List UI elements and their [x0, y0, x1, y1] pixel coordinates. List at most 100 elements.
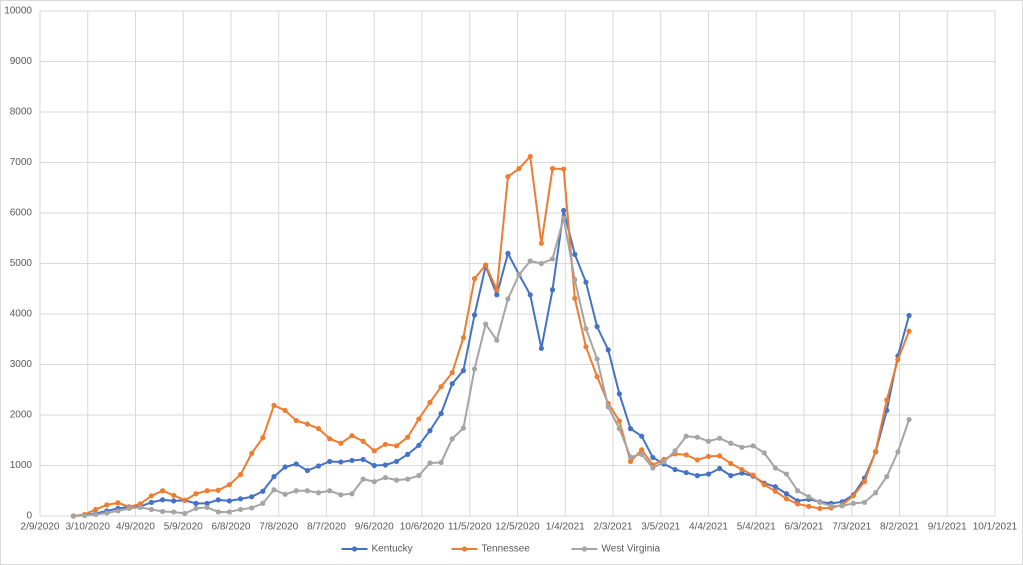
data-point — [171, 498, 177, 504]
x-tick-label: 3/10/2020 — [66, 522, 111, 533]
data-point — [639, 451, 645, 457]
x-tick-label: 5/4/2021 — [737, 522, 776, 533]
data-point — [650, 465, 656, 471]
data-point — [783, 496, 790, 502]
legend-marker — [581, 546, 588, 552]
data-point — [549, 287, 556, 293]
data-point — [505, 296, 511, 302]
x-tick-label: 5/9/2020 — [164, 522, 203, 533]
data-point — [104, 510, 110, 516]
data-point — [315, 490, 322, 496]
data-point — [650, 454, 656, 461]
data-point — [393, 458, 400, 465]
data-point — [271, 487, 277, 493]
data-point — [282, 407, 288, 414]
data-point — [572, 277, 578, 283]
data-point — [293, 488, 299, 494]
data-point — [148, 493, 155, 499]
data-point — [683, 452, 689, 458]
data-point — [204, 488, 210, 494]
data-point — [148, 506, 155, 513]
data-point — [594, 324, 600, 330]
data-point — [327, 436, 333, 442]
data-point — [471, 366, 478, 372]
data-point — [538, 260, 544, 267]
legend-label: Tennessee — [482, 544, 531, 555]
data-point — [639, 433, 645, 439]
data-point — [505, 174, 511, 180]
y-tick-label: 4000 — [10, 309, 33, 320]
data-point — [616, 418, 622, 424]
data-point — [171, 509, 177, 515]
data-point — [349, 491, 355, 497]
data-point — [338, 492, 344, 498]
y-tick-label: 0 — [26, 511, 32, 522]
data-point — [282, 491, 288, 497]
data-point — [873, 448, 879, 454]
data-point — [817, 499, 823, 505]
data-point — [861, 499, 868, 505]
data-point — [850, 500, 856, 506]
data-point — [884, 474, 890, 480]
data-point — [683, 469, 689, 476]
legend-label: West Virginia — [602, 544, 661, 555]
data-point — [115, 500, 121, 506]
data-point — [260, 488, 266, 494]
data-point — [382, 441, 388, 447]
data-point — [193, 491, 199, 497]
data-point — [772, 484, 778, 490]
data-point — [705, 453, 712, 460]
x-tick-label: 9/1/2021 — [928, 522, 967, 533]
legend-item: West Virginia — [571, 544, 661, 555]
y-tick-label: 7000 — [10, 157, 33, 168]
x-tick-label: 10/6/2020 — [400, 522, 445, 533]
data-point — [271, 474, 277, 480]
data-point — [728, 473, 734, 479]
data-point — [516, 165, 522, 172]
y-tick-label: 10000 — [4, 6, 32, 17]
data-point — [304, 488, 310, 494]
data-point — [561, 215, 567, 221]
data-point — [861, 479, 868, 485]
data-point — [627, 426, 634, 432]
x-tick-label: 4/4/2021 — [689, 522, 728, 533]
data-point — [382, 462, 388, 468]
data-point — [104, 502, 110, 508]
data-point — [761, 450, 767, 456]
data-point — [338, 440, 344, 446]
data-point — [572, 295, 578, 301]
data-point — [594, 356, 600, 362]
data-point — [460, 425, 466, 431]
data-point — [237, 496, 244, 502]
data-point — [416, 473, 422, 479]
data-point — [260, 435, 266, 441]
data-point — [215, 497, 221, 503]
series-line — [73, 209, 911, 517]
data-point — [237, 471, 244, 478]
data-point — [438, 384, 444, 390]
y-tick-label: 1000 — [10, 460, 33, 471]
data-point — [583, 344, 589, 350]
y-tick-label: 5000 — [10, 258, 33, 269]
data-point — [583, 279, 589, 285]
y-tick-label: 2000 — [10, 410, 33, 421]
data-point — [772, 488, 778, 494]
x-tick-label: 9/6/2020 — [355, 522, 394, 533]
data-point — [783, 471, 790, 477]
data-point — [639, 447, 645, 453]
y-tick-label: 9000 — [10, 56, 33, 67]
x-tick-label: 2/9/2020 — [21, 522, 60, 533]
data-point — [159, 508, 166, 515]
series-line — [73, 217, 910, 517]
legend-marker — [351, 546, 358, 552]
data-point — [438, 410, 444, 417]
data-point — [806, 503, 812, 510]
data-point — [806, 494, 812, 500]
data-point — [583, 326, 589, 332]
data-point — [126, 505, 132, 512]
data-point — [226, 482, 233, 488]
data-point — [405, 476, 411, 482]
data-point — [304, 421, 310, 427]
data-point — [226, 498, 233, 504]
